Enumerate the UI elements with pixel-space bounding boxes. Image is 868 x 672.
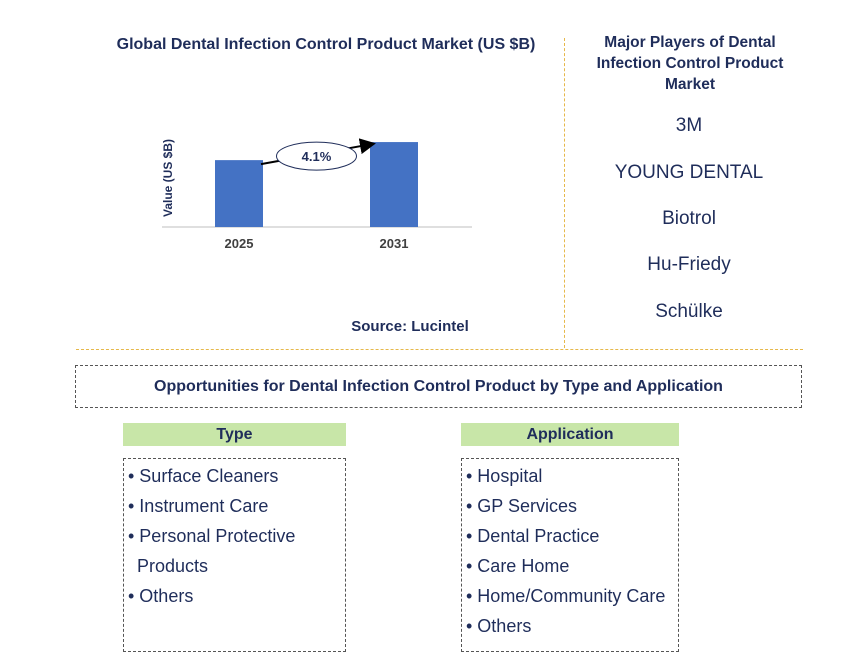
list-item: • Others (128, 586, 194, 606)
list-item: • Instrument Care (128, 496, 269, 516)
list-item: • Hospital (466, 466, 543, 486)
application-list: • Hospital • GP Services • Dental Practi… (461, 458, 679, 652)
cagr-bubble (276, 141, 357, 171)
list-item: • Home/Community Care (466, 586, 666, 606)
player-biotrol: Biotrol (662, 208, 716, 229)
bar-chart: Value (US $B) 2025 2031 4.1% (161, 138, 472, 251)
opportunities-title: Opportunities for Dental Infection Contr… (154, 377, 723, 395)
list-item: • Others (466, 616, 532, 636)
application-heading: Application (461, 423, 679, 446)
player-young-dental: YOUNG DENTAL (614, 162, 764, 183)
horizontal-divider (76, 349, 803, 350)
list-item: • Surface Cleaners (128, 466, 279, 486)
list-item: • Dental Practice (466, 526, 600, 546)
x-tick-label: 2031 (380, 236, 409, 251)
cagr-label: 4.1% (302, 149, 332, 164)
source-note: Source: Lucintel (351, 318, 469, 335)
bar-2025 (215, 160, 263, 227)
players-title: Major Players of Dental Infection Contro… (596, 34, 784, 93)
type-heading: Type (123, 423, 346, 446)
bar-2031 (370, 142, 418, 227)
y-axis-label: Value (US $B) (161, 139, 175, 217)
player-hu-friedy: Hu-Friedy (647, 254, 731, 275)
list-item: Products (137, 556, 209, 576)
vertical-divider (564, 38, 565, 348)
plot-area: 2025 2031 4.1% (162, 138, 472, 251)
list-item: • Care Home (466, 556, 570, 576)
list-item: • Personal Protective (128, 526, 296, 546)
list-item: • GP Services (466, 496, 578, 516)
opportunities-banner: Opportunities for Dental Infection Contr… (75, 365, 802, 408)
chart-title: Global Dental Infection Control Product … (116, 36, 536, 53)
player-3m: 3M (675, 115, 703, 136)
type-list: • Surface Cleaners • Instrument Care • P… (123, 458, 346, 652)
x-tick-label: 2025 (225, 236, 254, 251)
player-schulke: Schülke (655, 301, 723, 322)
